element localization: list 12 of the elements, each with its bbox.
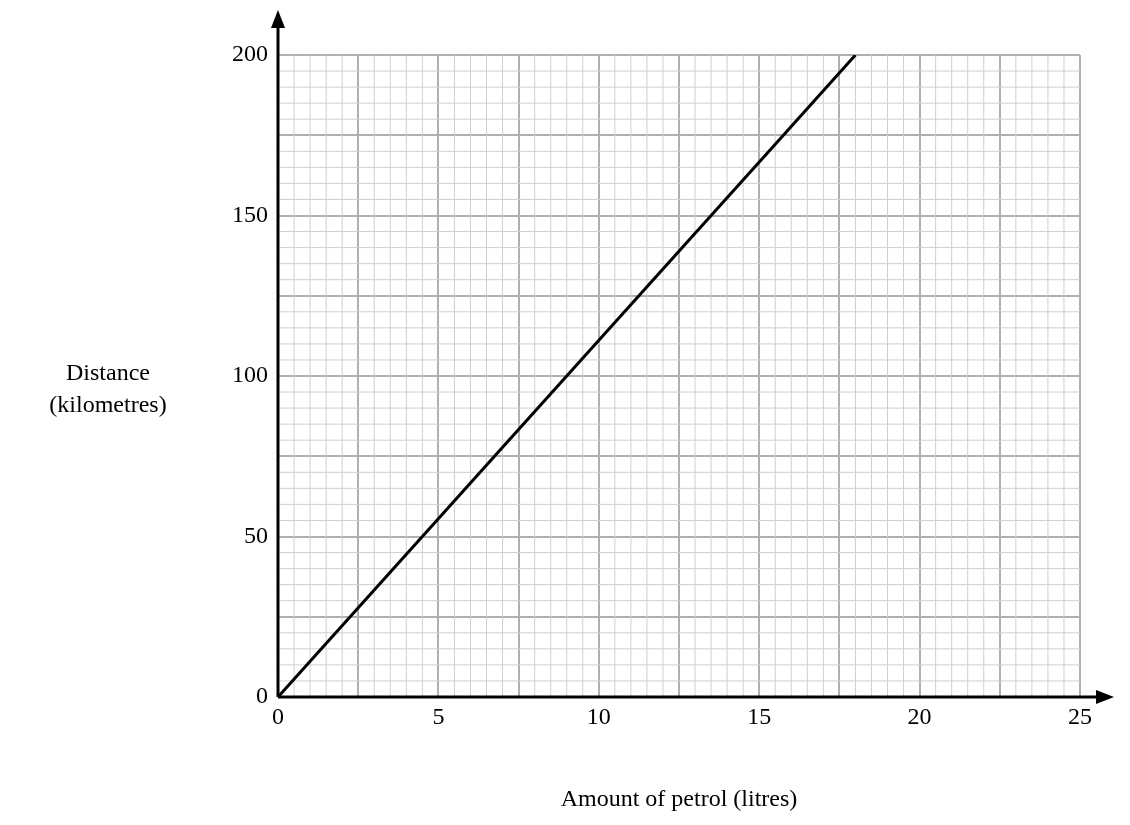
y-tick-label: 150 <box>232 200 268 227</box>
x-tick-label: 5 <box>432 702 445 729</box>
y-tick-label: 100 <box>232 361 268 388</box>
x-axis-title: Amount of petrol (litres) <box>560 784 798 811</box>
y-axis-title: Distance (kilometres) <box>48 358 168 419</box>
y-tick-label: 0 <box>256 682 268 709</box>
x-tick-label: 25 <box>1068 702 1092 729</box>
x-tick-label: 20 <box>907 702 932 729</box>
x-tick-label: 10 <box>586 702 611 729</box>
y-tick-label: 50 <box>244 521 268 548</box>
x-tick-label: 15 <box>747 702 772 729</box>
y-tick-label: 200 <box>232 40 268 67</box>
